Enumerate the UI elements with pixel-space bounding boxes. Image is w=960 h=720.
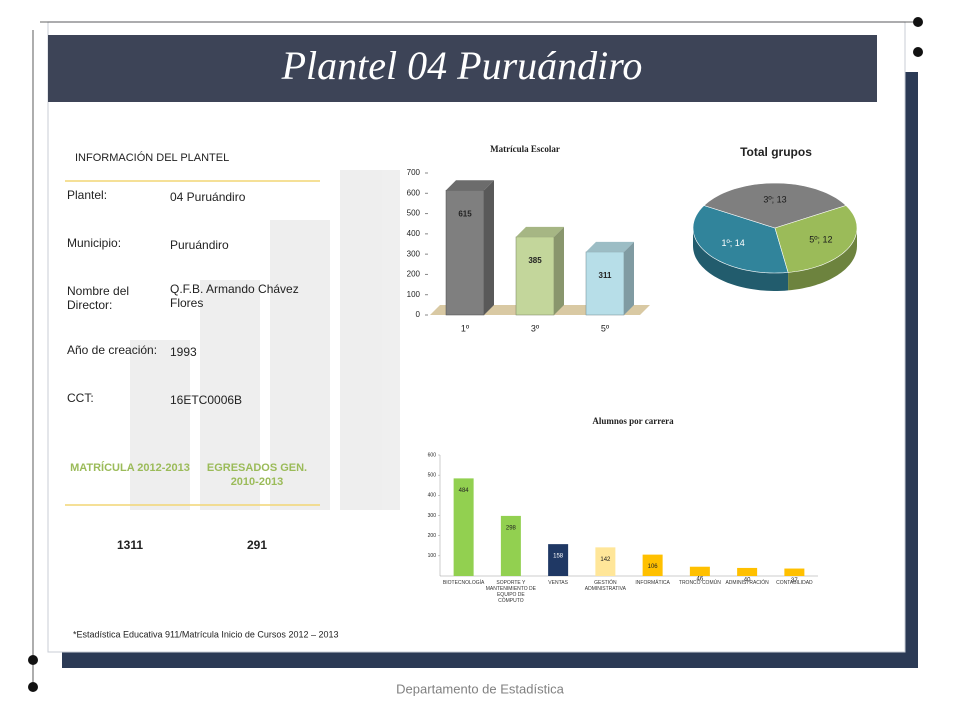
value-label: 385 — [528, 256, 542, 265]
y-tick-label: 300 — [407, 249, 421, 258]
footnote: *Estadística Educativa 911/Matrícula Ini… — [73, 629, 339, 639]
y-tick-label: 0 — [416, 310, 421, 319]
dot — [28, 655, 38, 665]
footer: Departamento de Estadística — [396, 681, 564, 696]
value-label: 5º; 12 — [809, 234, 832, 244]
value-label: 158 — [553, 554, 564, 560]
x-tick-label: INFORMÁTICA — [635, 580, 670, 586]
slice — [692, 205, 789, 274]
x-tick-label: 1º — [461, 323, 470, 333]
info-label: Año de creación: — [67, 343, 158, 357]
y-tick-label: 400 — [428, 493, 437, 499]
value-label: 142 — [600, 557, 611, 563]
bar — [515, 236, 555, 316]
value-label: 484 — [459, 488, 470, 494]
bar — [500, 515, 521, 576]
y-tick-label: 500 — [407, 209, 421, 218]
bar-side — [554, 226, 564, 315]
y-tick-label: 500 — [428, 472, 437, 478]
info-value: 16ETC0006B — [170, 393, 243, 407]
value-label: 46 — [697, 576, 704, 582]
info-label: CCT: — [67, 391, 94, 405]
bar — [689, 566, 710, 576]
value-label: 40 — [744, 578, 751, 584]
info-value: 04 Puruándiro — [170, 190, 246, 204]
bar-top — [516, 226, 564, 237]
title: Plantel 04 Puruándiro — [281, 43, 643, 88]
x-tick-label: 3º — [531, 323, 540, 333]
dot — [913, 47, 923, 57]
slice-side — [693, 228, 789, 291]
title-bar — [48, 35, 877, 102]
value-label: 106 — [648, 564, 659, 570]
stat-value: 291 — [246, 538, 268, 552]
y-tick-label: 300 — [428, 513, 437, 519]
bar — [737, 567, 758, 576]
y-tick-label: 700 — [407, 168, 421, 177]
value-label: 311 — [599, 271, 612, 280]
info-title: INFORMACIÓN DEL PLANTEL — [75, 152, 230, 164]
dot — [28, 682, 38, 692]
x-tick-label: 5º — [601, 323, 610, 333]
x-tick-label: BIOTECNOLOGÍA — [442, 580, 485, 586]
slice-side — [788, 228, 857, 291]
x-tick-label: GESTIÓN ADMINISTRATIVA — [584, 580, 626, 592]
info-value: 1993 — [170, 345, 197, 359]
bar-side — [624, 241, 634, 315]
y-tick-label: 600 — [407, 188, 421, 197]
y-tick-label: 100 — [407, 290, 421, 299]
bar — [453, 478, 474, 576]
info-label: Nombre del Director: — [67, 284, 130, 312]
bar — [548, 544, 569, 576]
value-label: 615 — [458, 209, 472, 218]
x-tick-label: TRONCO COMÚN — [678, 580, 721, 586]
y-tick-label: 100 — [428, 553, 437, 559]
value-label: 298 — [506, 525, 517, 531]
bar — [585, 251, 625, 316]
info-value: Puruándiro — [170, 238, 229, 252]
bar — [445, 189, 485, 316]
y-tick-label: 200 — [407, 270, 421, 279]
bar-top — [446, 180, 494, 191]
chart-title: Alumnos por carrera — [592, 416, 674, 426]
x-tick-label: ADMINISTRACIÓN — [725, 580, 769, 586]
chart-title: Matrícula Escolar — [490, 144, 560, 154]
bar — [784, 568, 805, 576]
stat-value: 1311 — [116, 538, 144, 552]
value-label: 37 — [791, 578, 798, 584]
y-tick-label: 400 — [407, 229, 421, 238]
y-tick-label: 200 — [428, 533, 437, 539]
value-label: 3º; 13 — [763, 194, 786, 204]
x-tick-label: SOPORTE Y MANTENIMIENTO DE EQUIPO DE CÓM… — [485, 580, 536, 604]
bar-side — [484, 180, 494, 315]
info-label: Plantel: — [67, 188, 108, 202]
stat-header: EGRESADOS GEN. 2010-2013 — [206, 462, 308, 488]
dot — [913, 17, 923, 27]
info-label: Municipio: — [67, 236, 122, 250]
slice — [774, 205, 858, 273]
bar-top — [586, 241, 634, 252]
stat-header: MATRÍCULA 2012-2013 — [70, 462, 190, 474]
x-tick-label: VENTAS — [548, 580, 568, 586]
chart-title: Total grupos — [740, 145, 812, 159]
y-tick-label: 600 — [428, 452, 437, 458]
info-value: Q.F.B. Armando Chávez Flores — [170, 282, 299, 310]
value-label: 1º; 14 — [721, 238, 744, 248]
watermark — [130, 170, 400, 510]
frame — [47, 21, 906, 653]
bar — [595, 547, 616, 576]
bar — [642, 554, 663, 576]
x-tick-label: CONTABILIDAD — [776, 580, 813, 586]
